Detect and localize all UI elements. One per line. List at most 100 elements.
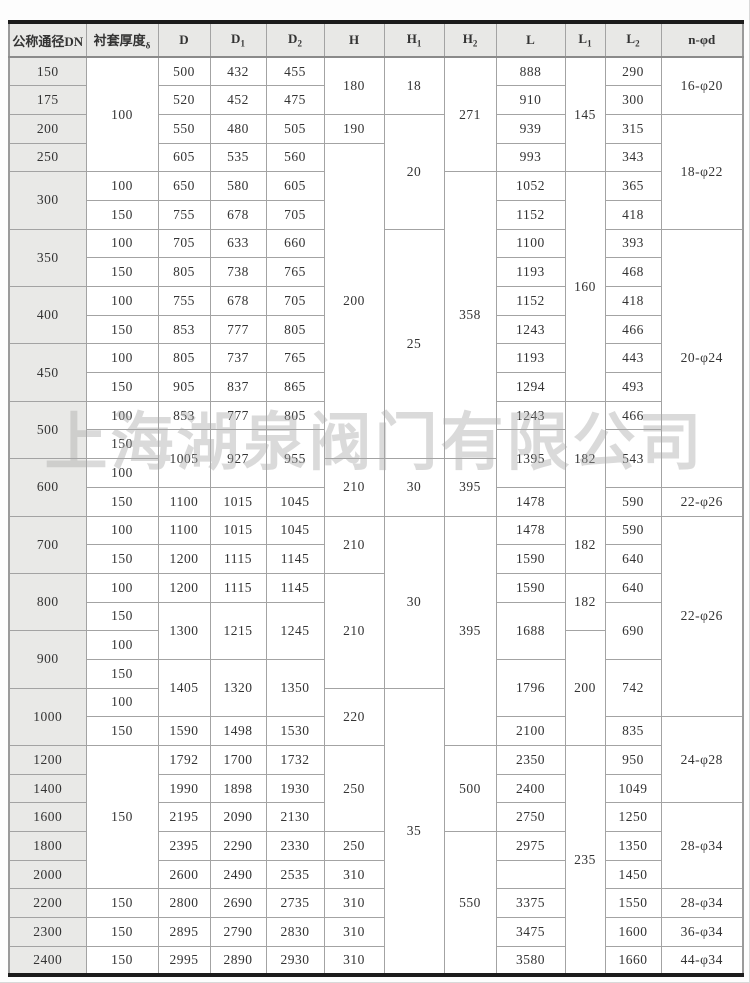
table-cell: 1015 [209, 515, 267, 546]
table-cell: 210 [323, 515, 385, 574]
table-cell: 590 [604, 486, 662, 517]
table-cell: 3580 [495, 945, 566, 976]
table-cell: 1049 [604, 773, 662, 804]
table-cell: 1100 [495, 228, 566, 259]
table-cell: 200 [564, 630, 606, 746]
table-cell: 777 [209, 400, 267, 431]
table-cell: 837 [209, 372, 267, 402]
table-cell: 1450 [604, 859, 662, 890]
table-cell: 150 [85, 314, 159, 345]
table-cell: 805 [265, 314, 325, 345]
dn-cell: 500 [8, 400, 87, 460]
table-cell: 395 [443, 515, 497, 746]
table-cell: 580 [209, 171, 267, 201]
column-header-9: L1 [564, 21, 606, 58]
table-cell: 1530 [265, 716, 325, 746]
dn-cell: 2300 [8, 917, 87, 947]
table-cell: 1115 [209, 544, 267, 574]
table-cell: 1243 [495, 400, 566, 431]
table-cell: 182 [564, 572, 606, 632]
table-cell: 1193 [495, 257, 566, 287]
table-row: 2300 150 2895 2790 2830 310 3475 1600 36-φ34 [8, 917, 744, 947]
table-cell: 1550 [604, 888, 662, 919]
table-cell: 705 [265, 286, 325, 316]
table-cell: 30 [383, 515, 445, 689]
table-cell: 1590 [157, 716, 211, 746]
table-cell: 466 [604, 314, 662, 345]
table-cell: 16-φ20 [660, 56, 744, 115]
table-cell: 3375 [495, 888, 566, 919]
table-cell: 210 [323, 458, 385, 517]
table-cell: 290 [604, 56, 662, 87]
table-cell: 765 [265, 257, 325, 287]
table-cell: 590 [604, 515, 662, 546]
table-cell: 35 [383, 687, 445, 976]
table-cell: 505 [265, 113, 325, 144]
dn-cell: 800 [8, 572, 87, 632]
table-cell: 560 [265, 142, 325, 173]
table-cell: 500 [157, 56, 211, 87]
table-row: 2200 150 2800 2690 2735 310 3375 1550 28-φ34 [8, 888, 744, 919]
dn-cell: 1600 [8, 802, 87, 833]
table-cell: 765 [265, 343, 325, 374]
table-cell: 100 [85, 171, 159, 201]
table-cell: 100 [85, 400, 159, 431]
table-cell: 310 [323, 945, 385, 976]
table-cell: 100 [85, 56, 159, 173]
table-cell: 100 [85, 343, 159, 374]
table-cell: 271 [443, 56, 497, 173]
table-row: 2000 2600 2490 2535 310 1450 [8, 859, 743, 890]
table-cell: 1243 [495, 314, 566, 345]
table-cell: 2130 [265, 802, 325, 833]
table-cell: 395 [443, 458, 497, 517]
table-cell: 2090 [209, 802, 267, 833]
table-cell: 2790 [209, 917, 267, 947]
table-cell: 2690 [209, 888, 267, 919]
table-cell: 22-φ26 [660, 515, 744, 718]
table-cell: 1245 [265, 601, 325, 660]
table-row: 700 100 1100 1015 1045 210 30 395 1478 182 590 22-φ… [8, 515, 744, 746]
table-row: 1600 2195 2090 2130 2750 1250 28-φ34 [8, 802, 744, 890]
table-cell: 455 [265, 56, 325, 87]
table-row: 150 1005 927 955 1395 543 [9, 429, 743, 488]
dn-cell: 2400 [8, 945, 87, 976]
dn-cell: 600 [8, 458, 87, 517]
table-cell: 1498 [209, 716, 267, 746]
table-cell: 1395 [495, 429, 566, 488]
table-cell: 2750 [495, 802, 566, 833]
table-row: 500 100 853 777 805 1243 182 466 [8, 400, 743, 517]
table-cell: 1792 [157, 745, 211, 775]
table-cell: 805 [265, 400, 325, 431]
table-row: 450 100 805 737 765 1193 443 [8, 343, 743, 402]
table-cell: 1145 [265, 572, 325, 603]
table-cell [495, 859, 566, 890]
table-cell: 150 [85, 888, 159, 919]
column-header-0: 公称通径DN [8, 21, 87, 58]
table-cell: 150 [85, 945, 159, 976]
table-cell: 705 [265, 199, 325, 230]
column-header-4: D2 [265, 21, 325, 58]
table-cell: 1688 [495, 601, 566, 660]
column-header-6: H1 [383, 21, 445, 58]
table-cell: 2350 [495, 745, 566, 775]
table-row: 1800 2395 2290 2330 250 550 2975 1350 [8, 831, 743, 976]
table-cell: 480 [209, 113, 267, 144]
table-row: 150 100 500 432 455 180 18 271 888 145 290 16-φ20 [8, 56, 744, 173]
table-cell: 150 [85, 917, 159, 947]
table-cell: 678 [209, 286, 267, 316]
table-row: 1000 100 220 35 [8, 687, 743, 976]
column-header-2: D [157, 21, 211, 58]
table-cell: 1700 [209, 745, 267, 775]
dn-cell: 250 [8, 142, 87, 173]
table-row: 1200 150 1792 1700 1732 250 500 2350 235 950 [8, 744, 743, 976]
table-cell: 220 [323, 687, 385, 747]
table-cell: 1600 [604, 917, 662, 947]
table-cell: 853 [157, 400, 211, 431]
column-header-10: L2 [604, 21, 662, 58]
table-cell: 22-φ26 [660, 486, 744, 517]
table-cell: 520 [157, 85, 211, 115]
table-cell: 30 [383, 458, 445, 517]
table-row: 150 805 738 765 1193 468 [9, 257, 743, 287]
table-row: 150 853 777 805 1243 466 [9, 314, 743, 345]
table-row: 150 1200 1115 1145 1590 640 [9, 544, 743, 574]
